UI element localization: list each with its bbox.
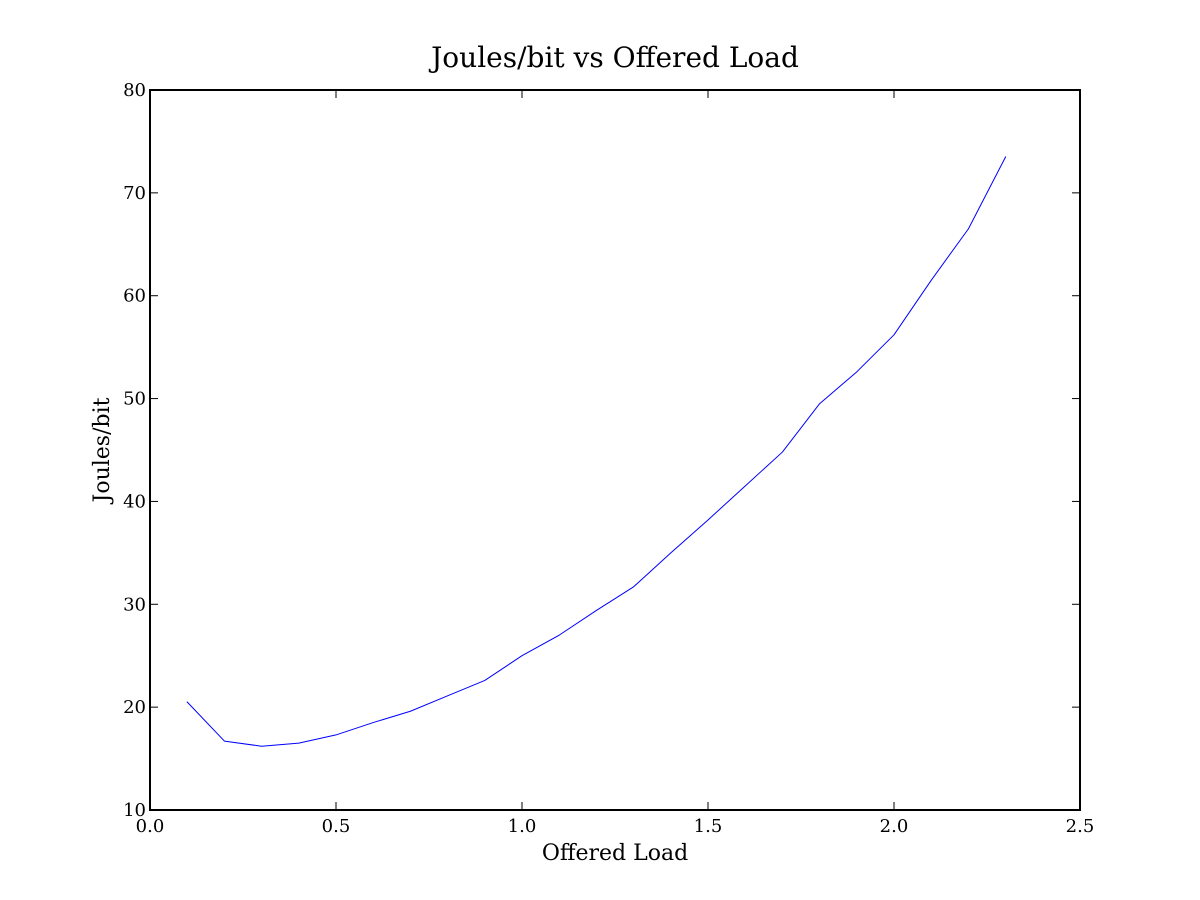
data-point (484, 679, 486, 681)
plot-frame (149, 89, 1081, 811)
data-point (707, 519, 709, 521)
x-axis-label: Offered Load (542, 841, 688, 866)
chart-title: Joules/bit vs Offered Load (428, 41, 799, 74)
x-tick-label: 2.0 (880, 816, 909, 837)
data-point (223, 740, 225, 742)
y-tick-label: 70 (123, 183, 146, 204)
x-tick-label: 0.0 (136, 816, 165, 837)
data-point (967, 228, 969, 230)
data-point (632, 586, 634, 588)
data-point (670, 552, 672, 554)
data-point (372, 721, 374, 723)
x-tick-label: 1.5 (694, 816, 723, 837)
data-point (930, 279, 932, 281)
data-point (558, 634, 560, 636)
data-point (1004, 156, 1006, 158)
x-tick-label: 2.5 (1066, 816, 1095, 837)
x-tick-label: 1.0 (508, 816, 537, 837)
data-point (260, 745, 262, 747)
data-point (335, 734, 337, 736)
data-point (298, 742, 300, 744)
y-tick-label: 30 (123, 594, 146, 615)
series-line-0 (186, 156, 1007, 747)
data-point (595, 609, 597, 611)
x-tick-label: 0.5 (322, 816, 351, 837)
data-point (186, 701, 188, 703)
y-tick-label: 80 (123, 80, 146, 101)
y-axis-ticks: 10 20 30 40 50 60 70 80 (123, 80, 1080, 821)
data-point (446, 695, 448, 697)
plot-area (150, 90, 1080, 810)
y-tick-label: 40 (123, 491, 146, 512)
y-tick-label: 10 (123, 800, 146, 821)
data-point (409, 710, 411, 712)
data-point (856, 371, 858, 373)
y-tick-label: 60 (123, 286, 146, 307)
data-point (893, 334, 895, 336)
data-point (521, 655, 523, 657)
y-axis-label: Joules/bit (90, 397, 115, 504)
y-tick-label: 50 (123, 389, 146, 410)
series-layer (186, 156, 1007, 747)
y-tick-label: 20 (123, 697, 146, 718)
data-point (818, 403, 820, 405)
data-point (781, 451, 783, 453)
data-point (744, 485, 746, 487)
